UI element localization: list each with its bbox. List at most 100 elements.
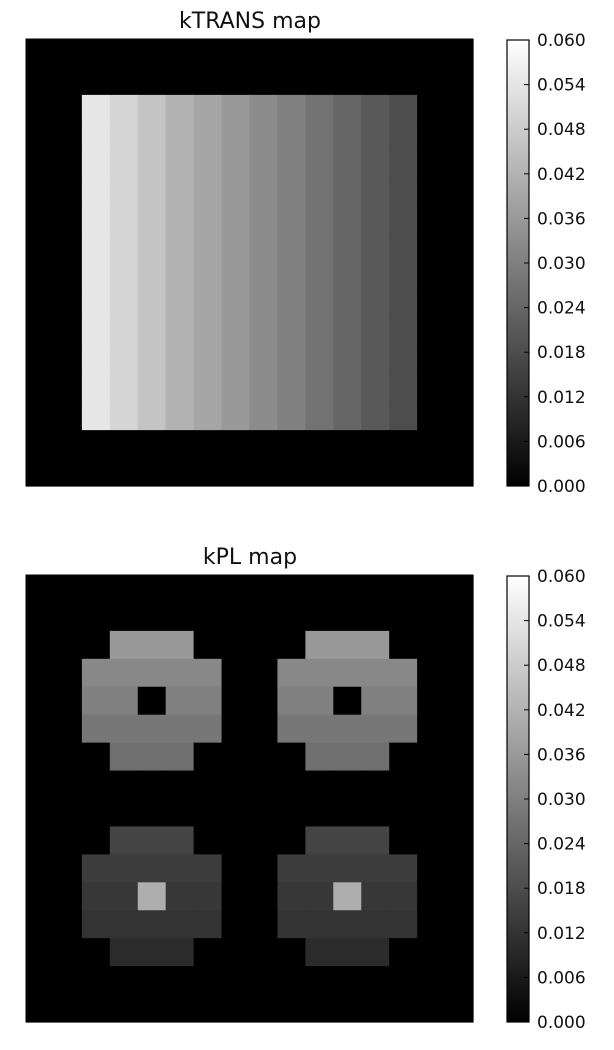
- heatmap-cell: [26, 318, 55, 347]
- heatmap-cell: [333, 770, 362, 800]
- heatmap-cell: [249, 39, 279, 68]
- heatmap-cell: [277, 966, 306, 995]
- heatmap-cell: [445, 770, 474, 800]
- heatmap-cell: [53, 714, 83, 744]
- heatmap-cell: [277, 66, 306, 96]
- colorbar-tick-label: 0.012: [537, 388, 586, 408]
- colorbar-tick-label: 0.006: [537, 968, 586, 988]
- heatmap-cell: [249, 994, 279, 1023]
- heatmap-cell: [389, 94, 418, 124]
- colorbar-gradient: [507, 40, 529, 486]
- heatmap-cell: [81, 854, 111, 883]
- heatmap-cell: [305, 658, 334, 688]
- heatmap-cell: [109, 826, 139, 855]
- heatmap-cell: [361, 714, 390, 744]
- heatmap-cell: [137, 658, 167, 688]
- heatmap-cell: [445, 234, 474, 264]
- heatmap-cell: [333, 94, 362, 124]
- heatmap-cell: [361, 290, 390, 319]
- heatmap-cell: [81, 122, 111, 152]
- heatmap-cell: [109, 430, 139, 459]
- heatmap-cell: [389, 346, 418, 375]
- heatmap-cell: [109, 94, 139, 124]
- heatmap-cell: [81, 94, 111, 124]
- heatmap-cell: [305, 402, 334, 431]
- heatmap-cell: [221, 458, 251, 487]
- heatmap-cell: [165, 402, 195, 431]
- heatmap-cell: [193, 630, 223, 660]
- heatmap-cell: [165, 966, 195, 995]
- heatmap-cell: [137, 374, 167, 403]
- heatmap-cell: [333, 234, 362, 264]
- heatmap-cell: [109, 290, 139, 319]
- heatmap-cell: [165, 770, 195, 800]
- heatmap-cell: [333, 742, 362, 772]
- heatmap-cell: [53, 910, 83, 939]
- heatmap-cell: [81, 630, 111, 660]
- heatmap-cell: [221, 938, 251, 967]
- colorbar-tick-label: 0.012: [537, 924, 586, 944]
- heatmap-cell: [277, 458, 306, 487]
- heatmap-cell: [305, 630, 334, 660]
- heatmap-cell: [277, 318, 306, 347]
- heatmap-cell: [221, 602, 251, 632]
- heatmap-cell: [277, 826, 306, 855]
- heatmap-cell: [277, 714, 306, 744]
- heatmap-cell: [361, 234, 390, 264]
- heatmap-cell: [221, 346, 251, 375]
- heatmap-cell: [53, 658, 83, 688]
- heatmap-cell: [193, 742, 223, 772]
- heatmap-cell: [26, 798, 55, 828]
- heatmap-cell: [193, 658, 223, 688]
- heatmap-cell: [137, 630, 167, 660]
- heatmap-cell: [26, 122, 55, 152]
- heatmap-cell: [221, 742, 251, 772]
- heatmap-cell: [361, 966, 390, 995]
- heatmap-cell: [417, 290, 446, 319]
- heatmap-cell: [249, 178, 279, 208]
- heatmap-cell: [445, 346, 474, 375]
- heatmap-cell: [417, 346, 446, 375]
- heatmap-kpl: [26, 575, 474, 1023]
- heatmap-cell: [333, 39, 362, 68]
- heatmap-cell: [305, 234, 334, 264]
- heatmap-cell: [109, 262, 139, 292]
- heatmap-cell: [53, 150, 83, 180]
- heatmap-cell: [389, 430, 418, 459]
- heatmap-cell: [221, 66, 251, 96]
- heatmap-cell: [333, 910, 362, 939]
- heatmap-cell: [417, 178, 446, 208]
- heatmap-cell: [445, 994, 474, 1023]
- heatmap-cell: [53, 262, 83, 292]
- colorbar-kpl: 0.000 0.006 0.012 0.018 0.024 0.030 0.036 0.042…: [506, 567, 586, 1033]
- heatmap-cell: [389, 290, 418, 319]
- heatmap-cell: [109, 686, 139, 716]
- heatmap-cell: [389, 318, 418, 347]
- heatmap-cell: [137, 178, 167, 208]
- heatmap-cell: [81, 742, 111, 772]
- heatmap-cell: [417, 206, 446, 236]
- heatmap-cell: [221, 122, 251, 152]
- colorbar-tick-label: 0.000: [537, 1013, 586, 1033]
- heatmap-cell: [81, 575, 111, 604]
- heatmap-cell: [417, 374, 446, 403]
- heatmap-cell: [26, 150, 55, 180]
- heatmap-cell: [417, 882, 446, 911]
- heatmap-cell: [193, 318, 223, 347]
- heatmap-cell: [417, 602, 446, 632]
- heatmap-cell: [81, 714, 111, 744]
- heatmap-cell: [445, 938, 474, 967]
- heatmap-cell: [333, 854, 362, 883]
- heatmap-cell: [277, 994, 306, 1023]
- heatmap-cell: [81, 290, 111, 319]
- colorbar-tick-label: 0.042: [537, 701, 586, 721]
- heatmap-cell: [26, 458, 55, 487]
- heatmap-cell: [53, 938, 83, 967]
- heatmap-cell: [277, 402, 306, 431]
- heatmap-cell: [249, 206, 279, 236]
- heatmap-cell: [277, 882, 306, 911]
- heatmap-cell: [165, 994, 195, 1023]
- heatmap-cell: [193, 686, 223, 716]
- heatmap-cell: [389, 374, 418, 403]
- heatmap-cell: [109, 206, 139, 236]
